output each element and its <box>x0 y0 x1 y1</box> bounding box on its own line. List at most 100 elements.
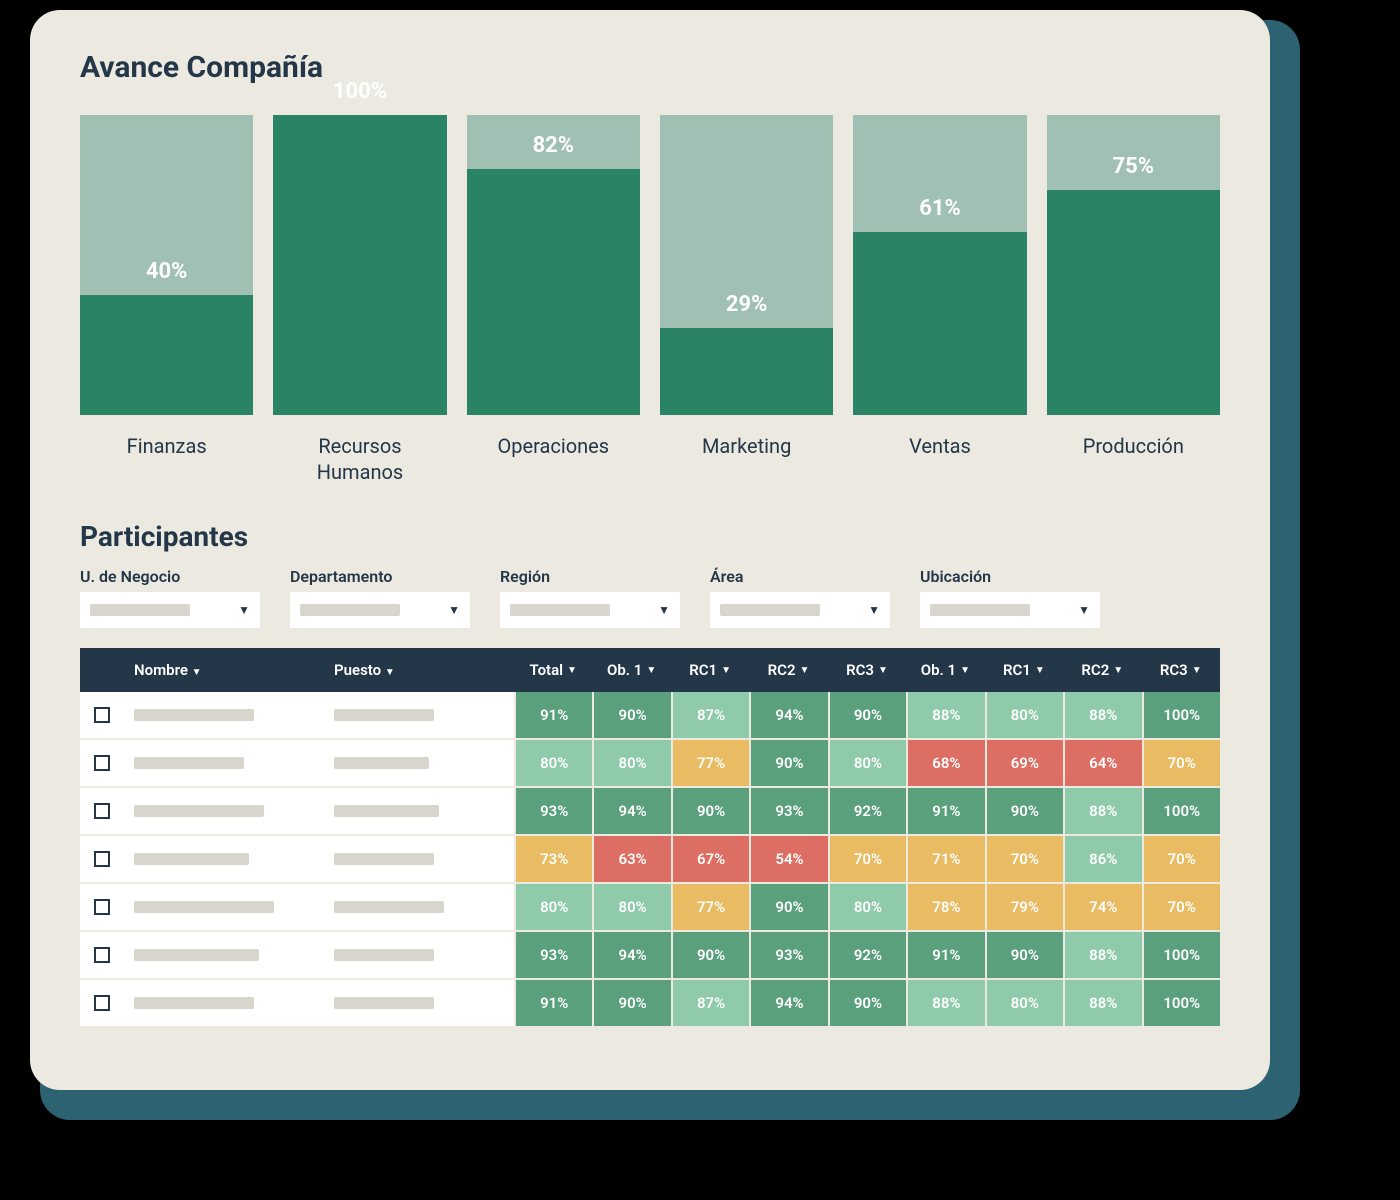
heat-cell: 92% <box>828 788 906 834</box>
sort-desc-icon: ▼ <box>800 665 810 676</box>
row-checkbox-cell <box>80 932 124 978</box>
heat-cell: 91% <box>514 692 592 738</box>
heat-cell: 94% <box>749 692 827 738</box>
bar-track: 82% <box>467 115 640 415</box>
heat-cell: 88% <box>1063 980 1141 1026</box>
filter: Ubicación ▼ <box>920 567 1100 628</box>
bar-fill: 61% <box>853 232 1026 415</box>
name-placeholder <box>134 853 249 865</box>
column-header-rc3b[interactable]: RC3 ▼ <box>1142 661 1220 679</box>
row-checkbox[interactable] <box>94 851 110 867</box>
heat-cell: 90% <box>592 980 670 1026</box>
row-checkbox[interactable] <box>94 803 110 819</box>
column-header-label: Puesto <box>334 661 381 679</box>
heat-cell: 87% <box>671 692 749 738</box>
caret-down-icon: ▼ <box>868 603 880 617</box>
column-header-label: RC1 <box>1003 661 1031 679</box>
table-row: 73%63%67%54%70%71%70%86%70% <box>80 836 1220 884</box>
bar-col: 29%Marketing <box>660 115 833 485</box>
row-checkbox[interactable] <box>94 755 110 771</box>
sort-desc-icon: ▼ <box>1192 665 1202 676</box>
row-checkbox-cell <box>80 980 124 1026</box>
column-header-rc1b[interactable]: RC1 ▼ <box>985 661 1063 679</box>
bar-category-label: Finanzas <box>127 433 207 485</box>
filter-label: Área <box>710 567 890 586</box>
table-header: Nombre ▼Puesto ▼Total ▼Ob. 1 ▼RC1 ▼RC2 ▼… <box>80 648 1220 692</box>
filter-select[interactable]: ▼ <box>80 592 260 628</box>
participants-table: Nombre ▼Puesto ▼Total ▼Ob. 1 ▼RC1 ▼RC2 ▼… <box>80 648 1220 1028</box>
sort-desc-icon: ▼ <box>1113 665 1123 676</box>
outer-card: Avance Compañía 40%Finanzas100%Recursos … <box>40 20 1300 1120</box>
filter-select[interactable]: ▼ <box>710 592 890 628</box>
name-placeholder <box>134 757 244 769</box>
table-body: 91%90%87%94%90%88%80%88%100%80%80%77%90%… <box>80 692 1220 1028</box>
sort-desc-icon: ▼ <box>960 665 970 676</box>
row-checkbox[interactable] <box>94 707 110 723</box>
bar-fill: 82% <box>467 169 640 415</box>
column-header-total[interactable]: Total ▼ <box>514 661 592 679</box>
sort-desc-icon: ▼ <box>646 665 656 676</box>
filter: Área ▼ <box>710 567 890 628</box>
heat-cell: 90% <box>671 932 749 978</box>
filter-label: Departamento <box>290 567 470 586</box>
heat-cell: 74% <box>1063 884 1141 930</box>
column-header-label: RC3 <box>1160 661 1188 679</box>
bar-fill: 75% <box>1047 190 1220 415</box>
row-checkbox-cell <box>80 692 124 738</box>
filter: U. de Negocio ▼ <box>80 567 260 628</box>
heat-cell: 100% <box>1142 980 1220 1026</box>
heat-cell: 77% <box>671 740 749 786</box>
column-header-rc2a[interactable]: RC2 ▼ <box>749 661 827 679</box>
filter-label: U. de Negocio <box>80 567 260 586</box>
heat-cell: 100% <box>1142 932 1220 978</box>
filter-label: Región <box>500 567 680 586</box>
sort-desc-icon: ▼ <box>1035 665 1045 676</box>
bar-percent-label: 100% <box>273 79 446 104</box>
column-header-label: RC2 <box>768 661 796 679</box>
column-header-puesto[interactable]: Puesto ▼ <box>324 661 514 679</box>
filters-row: U. de Negocio▼Departamento▼Región▼Área▼U… <box>80 567 1220 628</box>
filter-select[interactable]: ▼ <box>290 592 470 628</box>
heat-cell: 70% <box>1142 884 1220 930</box>
select-placeholder <box>930 604 1030 616</box>
bar-percent-label: 40% <box>80 259 253 284</box>
heat-cell: 90% <box>592 692 670 738</box>
heat-cell: 93% <box>514 932 592 978</box>
row-name-cell <box>124 788 324 834</box>
puesto-placeholder <box>334 997 434 1009</box>
heat-cell: 87% <box>671 980 749 1026</box>
row-checkbox[interactable] <box>94 899 110 915</box>
row-checkbox[interactable] <box>94 947 110 963</box>
bar-track: 29% <box>660 115 833 415</box>
column-header-nombre[interactable]: Nombre ▼ <box>124 661 324 679</box>
bar-fill: 40% <box>80 295 253 415</box>
table-row: 91%90%87%94%90%88%80%88%100% <box>80 980 1220 1028</box>
column-header-rc3a[interactable]: RC3 ▼ <box>828 661 906 679</box>
row-puesto-cell <box>324 932 514 978</box>
heat-cell: 70% <box>1142 836 1220 882</box>
filter-select[interactable]: ▼ <box>500 592 680 628</box>
heat-cell: 68% <box>906 740 984 786</box>
column-header-label: Ob. 1 <box>607 661 642 679</box>
name-placeholder <box>134 949 259 961</box>
filter-select[interactable]: ▼ <box>920 592 1100 628</box>
name-placeholder <box>134 709 254 721</box>
column-header-rc1a[interactable]: RC1 ▼ <box>671 661 749 679</box>
puesto-placeholder <box>334 853 434 865</box>
column-header-label: Ob. 1 <box>921 661 956 679</box>
bar-percent-label: 82% <box>467 133 640 158</box>
heat-cell: 77% <box>671 884 749 930</box>
heat-cell: 88% <box>1063 932 1141 978</box>
column-header-ob1a[interactable]: Ob. 1 ▼ <box>592 661 670 679</box>
heat-cell: 93% <box>749 788 827 834</box>
row-checkbox[interactable] <box>94 995 110 1011</box>
bar-col: 75%Producción <box>1047 115 1220 485</box>
heat-cell: 78% <box>906 884 984 930</box>
heat-cell: 91% <box>906 932 984 978</box>
sort-desc-icon: ▼ <box>385 667 395 678</box>
column-header-rc2b[interactable]: RC2 ▼ <box>1063 661 1141 679</box>
column-header-ob1b[interactable]: Ob. 1 ▼ <box>906 661 984 679</box>
heat-cell: 80% <box>828 884 906 930</box>
filter-label: Ubicación <box>920 567 1100 586</box>
heat-cell: 54% <box>749 836 827 882</box>
